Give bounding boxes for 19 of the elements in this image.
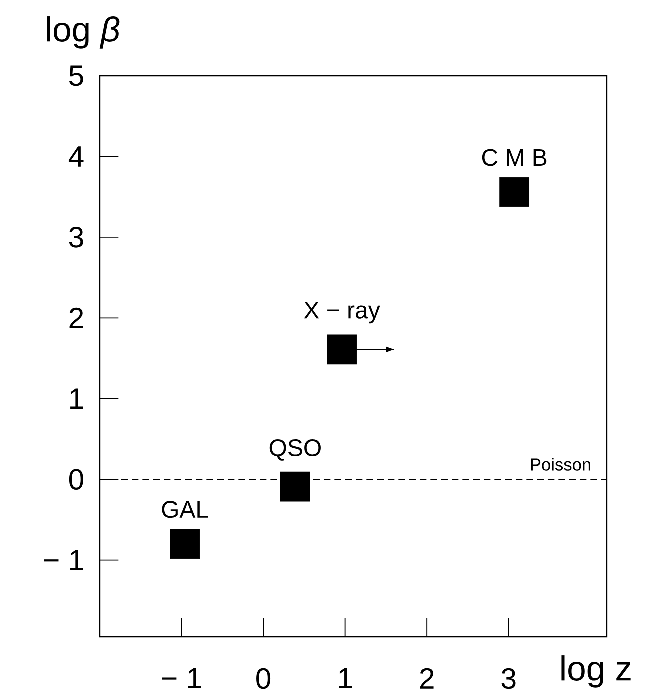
x-tick-label: 3 [502,668,516,690]
y-tick-label: 3 [69,227,84,248]
x-axis-title: log z [562,656,631,688]
x-tick-label: − 1 [162,668,202,689]
x-tick-label: 0 [256,668,271,690]
y-axis-title: log β [47,16,120,49]
series-label: X − ray [304,302,380,324]
series-label: GAL [162,501,208,518]
x-tick-label: 1 [339,668,352,689]
y-tick-label: 2 [70,308,84,328]
y-tick-label: 5 [69,66,84,86]
x-tick-label: 2 [420,668,434,689]
y-tick-label: 1 [70,388,84,409]
y-tick-label: 0 [69,469,84,490]
ref-line-label: Poisson [531,458,590,471]
y-tick-label: − 1 [44,550,84,570]
series-label: C M B [482,149,547,166]
series-label: QSO [270,440,321,461]
y-tick-label: 4 [68,146,84,167]
